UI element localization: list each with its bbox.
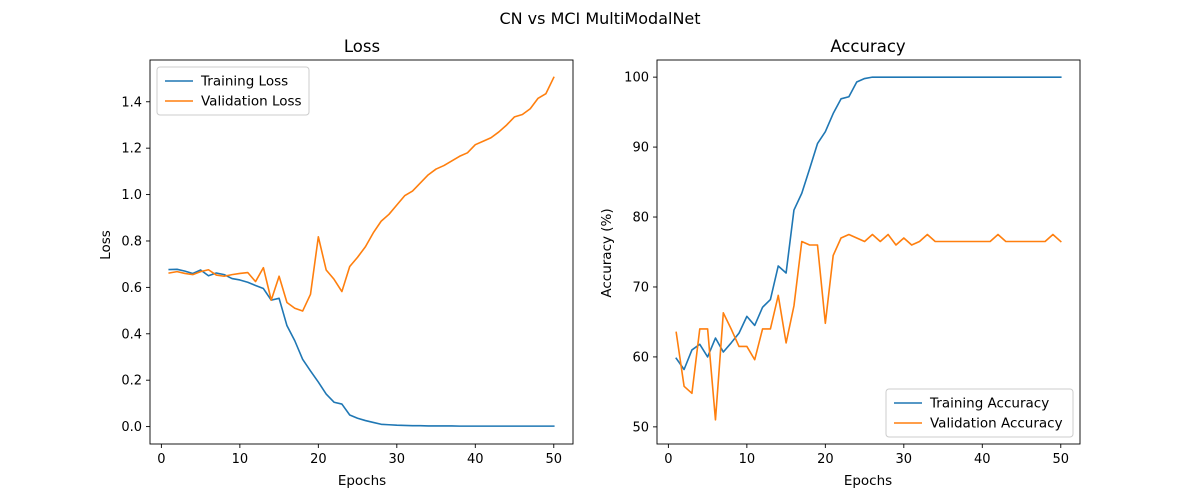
accuracy-legend-box — [885, 388, 1074, 438]
accuracy-xtick-label: 0 — [664, 452, 672, 467]
loss-series-line-2 — [168, 76, 555, 312]
loss-axes-frame — [149, 59, 574, 445]
loss-xtick-label: 50 — [545, 452, 562, 467]
accuracy-legend-label-1: Training Accuracy — [929, 396, 1049, 412]
loss-chart-xlabel: Epochs — [338, 473, 386, 489]
accuracy-series-line-1 — [675, 76, 1062, 371]
accuracy-legend-label-2: Validation Accuracy — [930, 416, 1063, 432]
loss-chart: Loss Epochs Loss 0 10 20 30 40 50 0.0 0.2 0.4 0.6… — [98, 37, 574, 489]
loss-xtick-label: 20 — [310, 452, 327, 467]
loss-series-line-1 — [168, 268, 555, 427]
accuracy-xtick-label: 20 — [817, 452, 834, 467]
loss-xtick-label: 40 — [467, 452, 484, 467]
accuracy-ytick-label: 70 — [632, 280, 649, 295]
loss-legend: Training Loss Validation Loss — [156, 66, 310, 116]
loss-xtick-label: 10 — [232, 452, 249, 467]
loss-chart-ylabel: Loss — [98, 230, 114, 260]
loss-ytick-label: 0.8 — [121, 234, 142, 249]
loss-xtick-label: 0 — [157, 452, 165, 467]
accuracy-xtick-label: 10 — [739, 452, 756, 467]
accuracy-chart-ylabel: Accuracy (%) — [599, 208, 615, 297]
accuracy-chart-xlabel: Epochs — [844, 473, 892, 489]
loss-ytick-label: 1.4 — [121, 95, 142, 110]
accuracy-chart-title: Accuracy — [830, 37, 906, 56]
accuracy-xtick-label: 50 — [1052, 452, 1069, 467]
accuracy-ytick-label: 100 — [624, 71, 649, 86]
accuracy-xtick-label: 30 — [896, 452, 913, 467]
accuracy-series-line-2 — [675, 233, 1062, 421]
loss-chart-title: Loss — [344, 37, 380, 56]
loss-legend-label-2: Validation Loss — [201, 94, 302, 110]
loss-legend-label-1: Training Loss — [200, 74, 288, 90]
accuracy-axes-frame — [656, 59, 1081, 445]
accuracy-ytick-label: 60 — [632, 350, 649, 365]
loss-ytick-label: 1.0 — [121, 188, 142, 203]
accuracy-chart: Accuracy Epochs Accuracy (%) 0 10 20 30 40 50… — [599, 37, 1081, 489]
accuracy-xtick-label: 40 — [974, 452, 991, 467]
accuracy-legend: Training Accuracy Validation Accuracy — [885, 388, 1074, 438]
loss-ytick-label: 0.4 — [121, 327, 142, 342]
figure-suptitle: CN vs MCI MultiModalNet — [499, 9, 700, 28]
accuracy-ytick-label: 50 — [632, 420, 649, 435]
loss-legend-box — [156, 66, 310, 116]
accuracy-ytick-label: 90 — [632, 141, 649, 156]
loss-xtick-label: 30 — [389, 452, 406, 467]
loss-ytick-label: 0.2 — [121, 374, 142, 389]
loss-ytick-label: 0.0 — [121, 420, 142, 435]
accuracy-ytick-label: 80 — [632, 211, 649, 226]
loss-ytick-label: 1.2 — [121, 142, 142, 157]
loss-ytick-label: 0.6 — [121, 281, 142, 296]
